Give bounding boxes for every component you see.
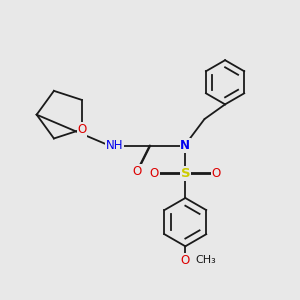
Text: O: O [77, 123, 86, 136]
Text: NH: NH [106, 139, 123, 152]
Text: CH₃: CH₃ [196, 255, 216, 266]
Text: S: S [181, 167, 190, 180]
Text: O: O [132, 165, 141, 178]
Text: O: O [212, 167, 221, 180]
Text: O: O [150, 167, 159, 180]
Text: O: O [181, 254, 190, 267]
Text: N: N [180, 139, 190, 152]
